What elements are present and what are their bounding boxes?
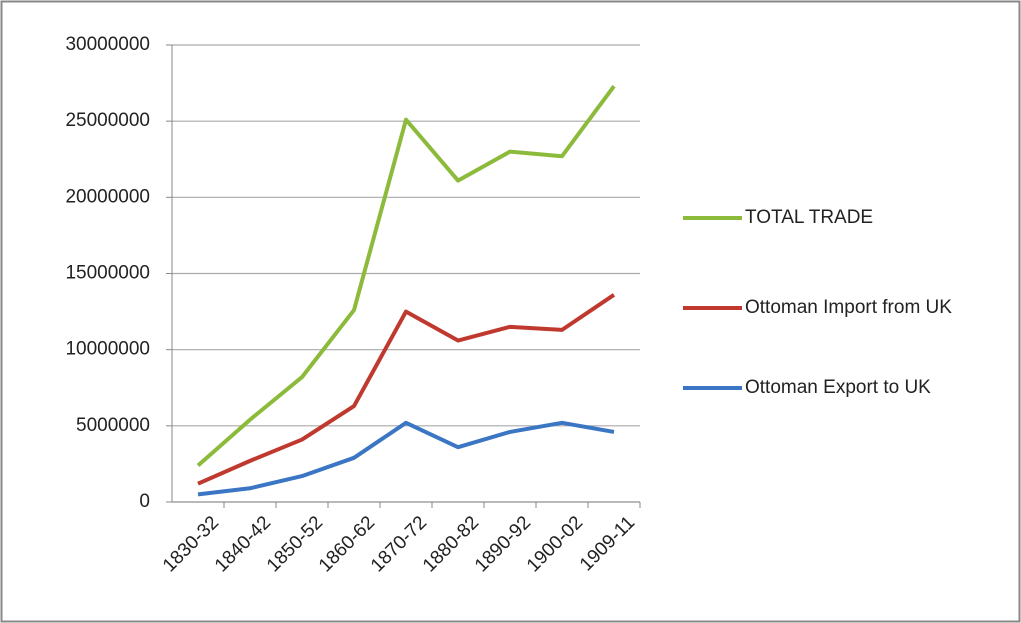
- series-line: [197, 293, 616, 486]
- y-tick-label: 15000000: [65, 263, 150, 284]
- y-tick-label: 25000000: [65, 110, 150, 131]
- y-tick-label: 30000000: [65, 34, 150, 55]
- y-tick-label: 20000000: [65, 186, 150, 207]
- series-line: [197, 420, 615, 497]
- y-tick-label: 0: [139, 491, 150, 512]
- legend-label: TOTAL TRADE: [745, 207, 873, 228]
- series-line: [196, 84, 616, 467]
- legend-label: Ottoman Import from UK: [745, 297, 952, 318]
- y-tick-label: 10000000: [65, 339, 150, 360]
- y-tick-label: 5000000: [76, 415, 150, 436]
- legend-label: Ottoman Export to UK: [745, 377, 931, 398]
